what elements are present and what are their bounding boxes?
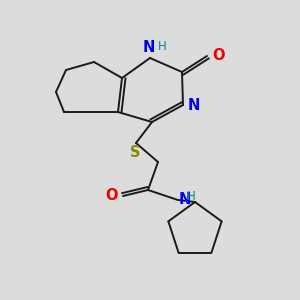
Text: H: H [187, 190, 196, 202]
Text: S: S [130, 145, 140, 160]
Text: O: O [212, 47, 224, 62]
Text: H: H [158, 40, 167, 53]
Text: N: N [188, 98, 200, 112]
Text: N: N [143, 40, 155, 55]
Text: N: N [179, 191, 191, 206]
Text: O: O [106, 188, 118, 203]
